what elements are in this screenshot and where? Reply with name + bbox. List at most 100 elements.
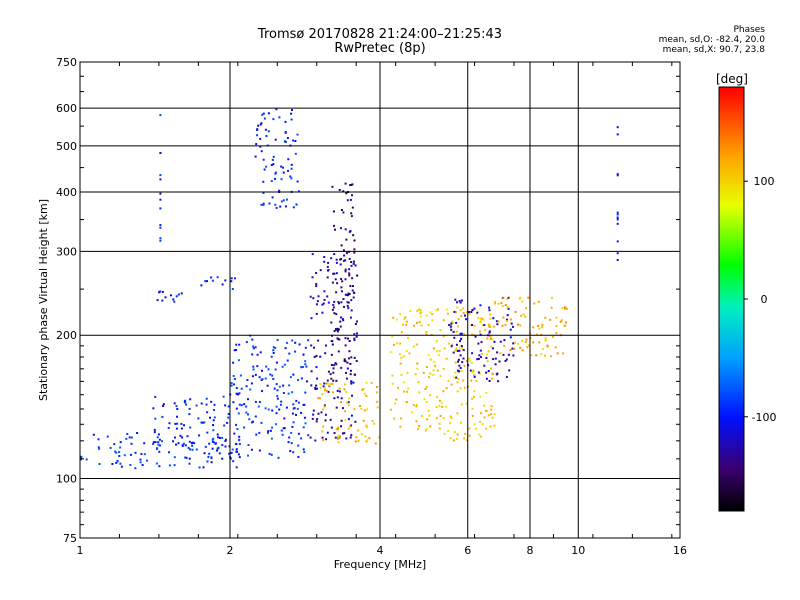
data-point (247, 413, 249, 416)
data-point (486, 360, 489, 363)
data-point (488, 331, 491, 334)
data-point (555, 325, 558, 327)
data-point (496, 351, 499, 354)
data-point (375, 386, 378, 389)
data-point (561, 307, 564, 310)
data-point (508, 369, 511, 372)
data-point (208, 452, 211, 455)
y-axis-ticks: 75 100 200 300 400 500 600 750 (56, 56, 680, 545)
data-point (349, 373, 352, 376)
data-point (478, 433, 481, 436)
data-point (473, 390, 476, 393)
data-point (265, 365, 268, 368)
data-point (291, 339, 294, 342)
data-point (323, 256, 326, 258)
data-point (333, 272, 336, 275)
data-point (527, 296, 530, 299)
data-point (203, 452, 206, 455)
data-point (275, 405, 278, 408)
chart-subtitle: RwPretec (8p) (334, 41, 426, 56)
data-point (500, 302, 503, 305)
data-point (376, 406, 379, 409)
data-point (239, 374, 242, 377)
data-point (328, 384, 331, 387)
data-point (184, 444, 187, 447)
data-point (289, 376, 292, 379)
y-tick-label: 400 (56, 186, 77, 199)
data-point (527, 344, 530, 347)
data-point (139, 461, 142, 464)
data-point (427, 409, 430, 412)
data-point (235, 466, 238, 469)
data-point (499, 340, 502, 343)
data-point (356, 332, 358, 335)
data-point (333, 330, 336, 332)
data-point (505, 358, 508, 361)
data-point (429, 311, 432, 314)
data-point (336, 337, 339, 340)
data-point (337, 441, 340, 444)
data-point (530, 354, 533, 357)
data-point (310, 384, 313, 387)
data-point (236, 428, 239, 431)
data-point (327, 261, 330, 264)
data-point (350, 212, 353, 215)
data-point (259, 123, 262, 126)
data-point (355, 335, 358, 338)
data-point (440, 402, 443, 405)
data-point (297, 432, 300, 435)
data-point (274, 172, 277, 175)
data-point (353, 337, 356, 340)
data-point (400, 373, 403, 376)
data-point (266, 384, 269, 387)
data-point (348, 357, 350, 360)
data-point (173, 402, 176, 405)
data-point (469, 359, 471, 362)
data-point (458, 349, 461, 352)
data-point (159, 224, 162, 227)
data-point (288, 384, 291, 387)
data-point (207, 455, 210, 458)
data-point (418, 320, 421, 323)
data-point (464, 432, 467, 435)
data-point (441, 405, 444, 408)
data-point (489, 425, 492, 428)
data-point (459, 387, 462, 390)
data-point (323, 260, 326, 263)
data-point (254, 400, 257, 403)
data-point (354, 420, 357, 423)
data-point (338, 390, 341, 393)
data-point (282, 171, 285, 174)
data-point (298, 343, 301, 346)
data-point (400, 356, 403, 359)
data-point (291, 109, 293, 111)
data-point (342, 298, 345, 301)
data-point (351, 394, 353, 397)
data-point (493, 413, 496, 415)
data-point (429, 425, 432, 428)
data-point (447, 312, 449, 315)
data-point (345, 391, 348, 393)
data-point (453, 336, 456, 339)
data-point (489, 335, 492, 338)
data-point (282, 427, 285, 430)
data-point (325, 344, 327, 347)
data-point (616, 222, 619, 225)
data-point (235, 343, 238, 346)
data-point (162, 405, 165, 407)
data-point (425, 427, 428, 430)
data-point (250, 421, 253, 424)
data-point (292, 407, 295, 410)
data-point (202, 466, 205, 469)
data-point (255, 143, 258, 146)
data-point (350, 264, 353, 267)
data-point (119, 441, 122, 444)
data-point (200, 402, 203, 405)
data-point (352, 285, 354, 288)
data-point (323, 298, 326, 301)
data-point (432, 373, 435, 376)
data-point (203, 421, 206, 424)
data-point (158, 291, 161, 294)
data-point (485, 371, 488, 374)
data-point (452, 351, 455, 354)
